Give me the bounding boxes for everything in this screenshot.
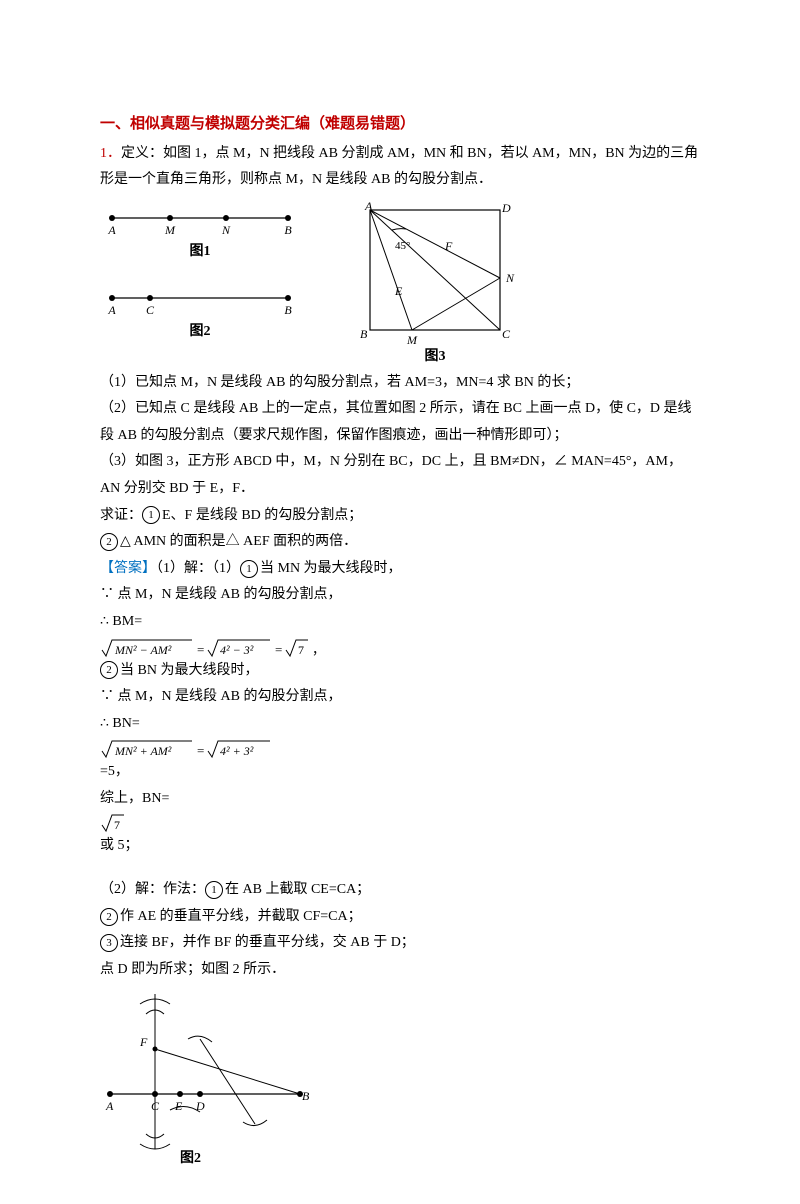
svg-text:C: C xyxy=(502,327,511,341)
svg-text:=: = xyxy=(197,743,204,758)
svg-text:M: M xyxy=(406,333,418,347)
svg-text:M: M xyxy=(164,223,176,237)
svg-text:4² + 3²: 4² + 3² xyxy=(220,744,254,758)
figure-3: 45° A D B C M N E F 图3 xyxy=(350,200,530,370)
svg-text:MN² + AM²: MN² + AM² xyxy=(114,744,172,758)
svg-text:图1: 图1 xyxy=(190,243,211,259)
answer-1-head: 【答案】（1）解：（1）1当 MN 为最大线段时， xyxy=(100,556,700,583)
answer-2-head: （2）解：作法：1在 AB 上截取 CE=CA； xyxy=(100,877,700,904)
spacer xyxy=(100,859,700,877)
part-3a: （3）如图 3，正方形 ABCD 中，M，N 分别在 BC，DC 上，且 BM≠… xyxy=(100,449,700,502)
svg-text:45°: 45° xyxy=(395,240,410,252)
svg-text:B: B xyxy=(360,327,368,341)
answer-label: 【答案】 xyxy=(100,561,156,576)
question-stem: 1．定义：如图 1，点 M，N 把线段 AB 分割成 AM，MN 和 BN，若以… xyxy=(100,141,700,194)
answer-1-c2: 2当 BN 为最大线段时， xyxy=(100,658,700,685)
svg-text:=: = xyxy=(197,642,204,657)
stem-text: 定义：如图 1，点 M，N 把线段 AB 分割成 AM，MN 和 BN，若以 A… xyxy=(100,146,698,188)
bm-formula: MN² − AM² = 4² − 3² = 7 ， xyxy=(100,636,320,658)
svg-text:D: D xyxy=(195,1099,205,1113)
figure-4-construction: F A C E D B 图2 xyxy=(100,984,320,1164)
circled-2: 2 xyxy=(100,533,118,551)
svg-text:N: N xyxy=(505,271,515,285)
figure-left-stack: A M N B 图1 A C B 图2 xyxy=(100,200,300,340)
answer-1-l4: ∴ BN= MN² + AM² = 4² + 3² =5， xyxy=(100,711,700,786)
part-1: （1）已知点 M，N 是线段 AB 的勾股分割点，若 AM=3，MN=4 求 B… xyxy=(100,370,700,397)
bn-formula: MN² + AM² = 4² + 3² xyxy=(100,737,300,759)
figure-1: A M N B 图1 xyxy=(100,200,300,260)
svg-text:图2: 图2 xyxy=(180,1150,201,1164)
figure-row: A M N B 图1 A C B 图2 45° xyxy=(100,200,700,370)
svg-text:A: A xyxy=(364,200,373,213)
answer-1-l1: ∵ 点 M，N 是线段 AB 的勾股分割点， xyxy=(100,582,700,609)
svg-text:E: E xyxy=(174,1099,183,1113)
svg-text:A: A xyxy=(107,303,116,317)
svg-text:4² − 3²: 4² − 3² xyxy=(220,643,254,657)
document-page: 一、相似真题与模拟题分类汇编（难题易错题） 1．定义：如图 1，点 M，N 把线… xyxy=(0,0,800,1204)
svg-text:=: = xyxy=(275,642,282,657)
svg-text:MN² − AM²: MN² − AM² xyxy=(114,643,172,657)
answer-1-l3: ∵ 点 M，N 是线段 AB 的勾股分割点， xyxy=(100,684,700,711)
svg-text:F: F xyxy=(139,1035,148,1049)
part-3b: 求证：1E、F 是线段 BD 的勾股分割点； xyxy=(100,503,700,530)
svg-text:，: ， xyxy=(312,642,320,657)
svg-text:F: F xyxy=(444,239,453,253)
svg-text:B: B xyxy=(302,1089,310,1103)
part-2: （2）已知点 C 是线段 AB 上的一定点，其位置如图 2 所示，请在 BC 上… xyxy=(100,396,700,449)
svg-text:7: 7 xyxy=(114,818,120,832)
svg-text:图3: 图3 xyxy=(425,348,446,364)
circled-1: 1 xyxy=(142,506,160,524)
svg-text:A: A xyxy=(107,223,116,237)
part-3c2: 2△ AMN 的面积是△ AEF 面积的两倍． xyxy=(100,529,700,556)
question-number: 1． xyxy=(100,146,121,161)
svg-text:C: C xyxy=(151,1099,160,1113)
svg-text:B: B xyxy=(284,303,292,317)
svg-text:A: A xyxy=(105,1099,114,1113)
answer-1-l2: ∴ BM= MN² − AM² = 4² − 3² = 7 ， xyxy=(100,609,700,658)
svg-text:E: E xyxy=(394,284,403,298)
svg-text:D: D xyxy=(501,201,511,215)
svg-text:图2: 图2 xyxy=(190,323,211,339)
svg-text:N: N xyxy=(221,223,231,237)
svg-text:7: 7 xyxy=(298,643,304,657)
sqrt7: 7 xyxy=(100,813,126,833)
svg-text:B: B xyxy=(284,223,292,237)
figure-2: A C B 图2 xyxy=(100,280,300,340)
answer-2-s3: 3连接 BF，并作 BF 的垂直平分线，交 AB 于 D； xyxy=(100,930,700,957)
section-title: 一、相似真题与模拟题分类汇编（难题易错题） xyxy=(100,110,700,139)
answer-2-s2: 2作 AE 的垂直平分线，并截取 CF=CA； xyxy=(100,904,700,931)
answer-2-s4: 点 D 即为所求；如图 2 所示． xyxy=(100,957,700,984)
answer-1-sum: 综上，BN= 7 或 5； xyxy=(100,786,700,859)
svg-text:C: C xyxy=(146,303,155,317)
